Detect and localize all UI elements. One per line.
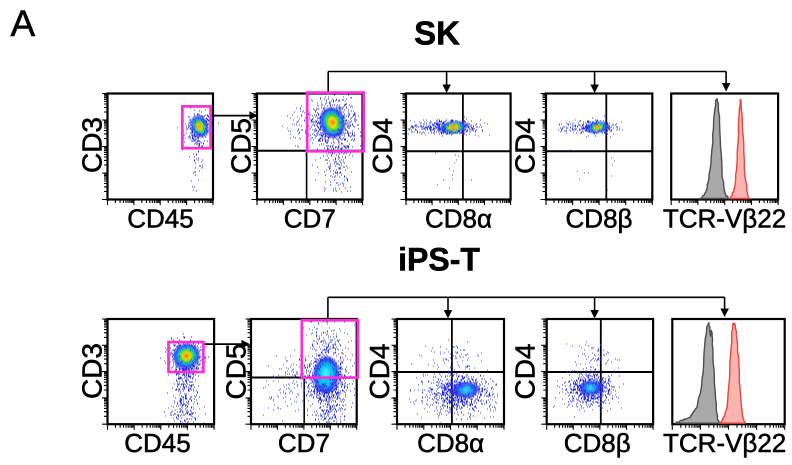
svg-text:CD7: CD7 bbox=[278, 428, 330, 458]
svg-text:CD7: CD7 bbox=[284, 204, 336, 234]
svg-text:iPS-T: iPS-T bbox=[398, 242, 480, 278]
svg-text:TCR-Vβ22: TCR-Vβ22 bbox=[663, 204, 786, 234]
svg-text:CD4: CD4 bbox=[510, 343, 541, 399]
svg-text:CD5: CD5 bbox=[221, 343, 252, 399]
svg-text:SK: SK bbox=[414, 14, 460, 51]
svg-text:CD8β: CD8β bbox=[564, 428, 631, 458]
svg-text:CD8α: CD8α bbox=[417, 428, 484, 458]
svg-text:CD45: CD45 bbox=[127, 204, 193, 234]
svg-text:TCR-Vβ22: TCR-Vβ22 bbox=[663, 428, 786, 458]
svg-text:CD45: CD45 bbox=[124, 428, 190, 458]
svg-text:CD8α: CD8α bbox=[425, 204, 492, 234]
svg-text:CD8β: CD8β bbox=[566, 204, 633, 234]
svg-text:CD4: CD4 bbox=[367, 118, 398, 174]
svg-text:CD5: CD5 bbox=[226, 118, 257, 174]
svg-text:CD4: CD4 bbox=[364, 343, 395, 399]
svg-text:A: A bbox=[11, 3, 36, 44]
svg-text:CD3: CD3 bbox=[77, 117, 108, 173]
svg-text:CD4: CD4 bbox=[510, 118, 541, 174]
svg-text:CD3: CD3 bbox=[77, 343, 108, 399]
